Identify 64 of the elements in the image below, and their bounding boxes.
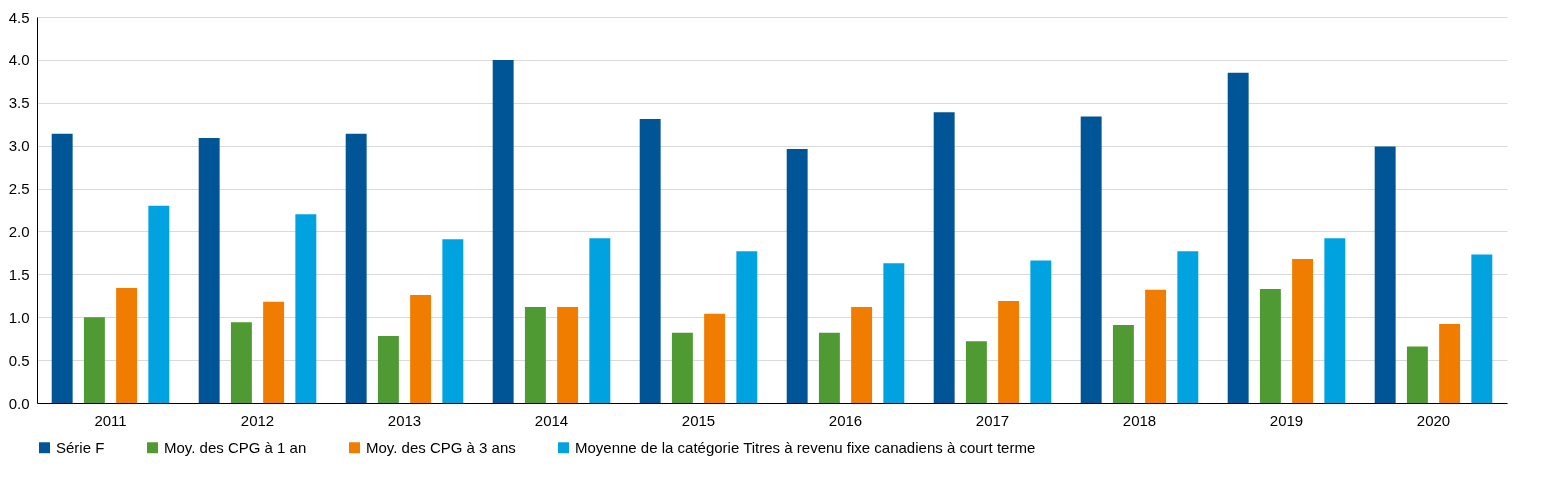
x-tick-label: 2015 <box>681 411 716 429</box>
bar <box>1112 324 1134 403</box>
bar <box>933 112 955 403</box>
bar <box>1177 251 1199 403</box>
y-tick-label: 2.5 <box>8 180 30 198</box>
bar <box>1227 72 1249 403</box>
bar <box>377 336 399 403</box>
bar <box>1439 324 1461 403</box>
x-tick-label: 2012 <box>240 411 275 429</box>
bar <box>1030 260 1052 403</box>
bar <box>998 300 1020 403</box>
bar <box>524 306 546 403</box>
bar <box>345 133 367 403</box>
bar <box>263 301 285 403</box>
y-tick-label: 1.5 <box>8 265 30 283</box>
x-tick-label: 2014 <box>534 411 569 429</box>
bar <box>557 306 579 403</box>
x-tick-label: 2017 <box>975 411 1010 429</box>
y-tick-label: 0.5 <box>8 351 30 369</box>
x-tick-label: 2019 <box>1269 411 1304 429</box>
bar <box>198 137 220 403</box>
y-tick-label: 2.0 <box>8 222 30 240</box>
bar <box>818 332 840 403</box>
y-tick-label: 3.5 <box>8 94 30 112</box>
bar <box>1406 346 1428 403</box>
legend-label: Moyenne de la catégorie Titres à revenu fixe canadiens à court terme <box>575 438 1036 456</box>
bar <box>492 59 514 403</box>
x-tick-label: 2020 <box>1416 411 1451 429</box>
x-tick-label: 2011 <box>94 411 127 429</box>
bar <box>83 317 105 403</box>
bar <box>442 239 464 403</box>
bar <box>51 133 73 403</box>
bar <box>1471 254 1493 403</box>
bar <box>639 119 661 403</box>
bar <box>410 294 432 403</box>
legend-label: Série F <box>56 438 105 456</box>
bar <box>736 251 758 403</box>
x-tick-label: 2013 <box>387 411 422 429</box>
bar <box>116 288 138 403</box>
y-tick-label: 3.0 <box>8 137 30 155</box>
bar <box>1324 238 1346 403</box>
bar <box>589 238 611 403</box>
y-tick-label: 4.0 <box>8 51 30 69</box>
bar <box>786 149 808 403</box>
x-tick-label: 2018 <box>1122 411 1157 429</box>
bar <box>883 263 905 403</box>
bar <box>230 322 252 403</box>
bar <box>671 332 693 403</box>
bar <box>295 214 317 403</box>
bar <box>965 341 987 403</box>
y-tick-label: 1.0 <box>8 308 30 326</box>
bar <box>1080 116 1102 403</box>
bar <box>148 205 170 403</box>
bar <box>1259 288 1281 403</box>
bar <box>1145 289 1167 403</box>
bar <box>851 306 873 403</box>
x-tick-label: 2016 <box>828 411 863 429</box>
legend-label: Moy. des CPG à 3 ans <box>366 438 516 456</box>
bar <box>704 313 726 403</box>
bar <box>1292 258 1314 403</box>
bar <box>1374 146 1396 403</box>
y-tick-label: 0.0 <box>8 394 30 412</box>
legend-label: Moy. des CPG à 1 an <box>164 438 307 456</box>
y-tick-label: 4.5 <box>8 8 30 26</box>
